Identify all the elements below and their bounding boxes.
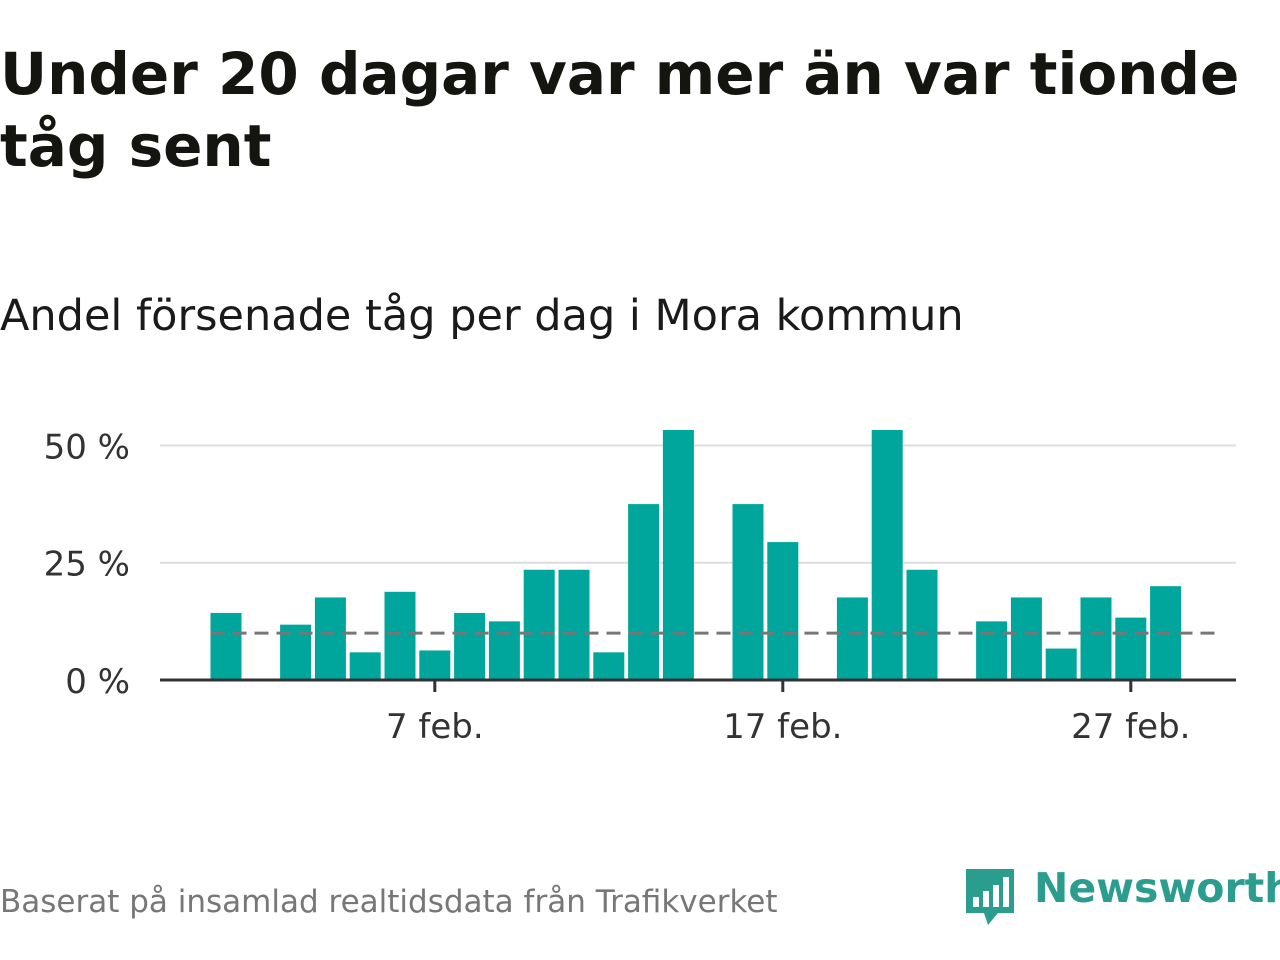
y-tick-label: 50 % <box>44 427 130 467</box>
bar <box>454 612 486 680</box>
bar <box>906 569 938 680</box>
bar <box>1010 597 1042 680</box>
y-tick-label: 25 % <box>44 545 130 585</box>
bar <box>419 650 451 680</box>
bar <box>523 569 555 680</box>
gridlines <box>160 444 1236 564</box>
bar <box>662 429 694 680</box>
bar <box>558 569 590 680</box>
x-tick-label: 27 feb. <box>1071 707 1190 747</box>
bar <box>210 612 242 680</box>
chart-subtitle: Andel försenade tåg per dag i Mora kommu… <box>0 291 964 341</box>
bar <box>976 621 1008 680</box>
bar <box>488 621 520 680</box>
y-tick-label: 0 % <box>65 662 130 702</box>
bar <box>384 591 416 680</box>
bar <box>732 504 764 680</box>
x-tick-label: 7 feb. <box>386 707 484 747</box>
bar <box>314 597 346 680</box>
bar <box>1045 648 1077 680</box>
bars <box>210 429 1182 680</box>
y-tick-labels: 0 % 25 % 50 % <box>44 427 130 702</box>
bar <box>767 542 799 680</box>
x-tick-label: 17 feb. <box>723 707 842 747</box>
bar <box>1080 597 1112 680</box>
chart-title: Under 20 dagar var mer än var tionde tåg… <box>0 40 1240 180</box>
bar <box>593 652 625 680</box>
bar-chart: 0 % 25 % 50 % 7 feb. 17 feb. 27 feb. <box>44 427 1236 747</box>
source-note: Baserat på insamlad realtidsdata från Tr… <box>0 884 778 920</box>
bar <box>349 652 381 680</box>
bar <box>1115 617 1147 680</box>
x-tick-labels: 7 feb. 17 feb. 27 feb. <box>386 707 1191 747</box>
bar <box>836 597 868 680</box>
brand-name: Newsworthy <box>1034 864 1280 912</box>
x-axis <box>160 678 1236 692</box>
newsworthy-logo-icon <box>966 869 1014 925</box>
bar <box>871 429 903 680</box>
bar <box>628 504 660 680</box>
